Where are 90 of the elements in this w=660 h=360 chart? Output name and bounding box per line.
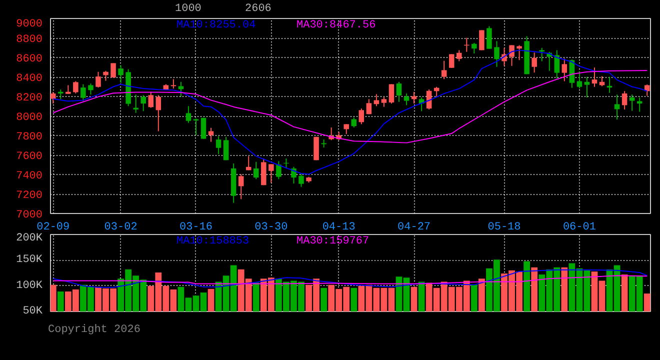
candlestick [276,160,282,180]
candlestick [254,161,259,180]
candlestick [539,47,544,62]
y-tick-label: 50K [22,306,43,318]
text: 1000 [175,2,202,17]
candlestick [58,88,64,100]
candlestick [456,50,462,62]
candlestick [516,44,522,61]
y-tick-label: 7200 [16,190,42,202]
text: 2606 [245,2,272,17]
candlestick [170,78,176,90]
candlestick [298,173,304,188]
y-tick-label: 9000 [16,18,42,30]
candlestick [486,26,492,50]
x-tick-label: 03-30 [254,222,288,234]
candlestick [344,124,349,135]
y-tick-label: 7800 [16,132,42,144]
candlestick [479,30,484,51]
candlestick [88,83,94,96]
candlestick [584,76,590,98]
x-tick-label: 06-01 [562,222,596,234]
text: MA10:158853 [176,236,250,248]
candlestick [73,80,78,94]
candlestick [133,94,138,114]
candlestick [509,44,514,66]
candlestick [261,158,266,186]
candlestick [208,127,214,142]
candlestick [223,136,229,161]
candlestick [148,91,154,108]
y-tick-label: 7400 [16,170,42,182]
candlestick [472,42,477,54]
candlestick [186,106,192,124]
x-tick-label: 02-09 [36,222,70,234]
candlestick [110,62,116,78]
y-tick-label: 8200 [16,92,42,104]
candlestick [374,94,380,107]
candlestick [246,156,252,171]
candlestick [193,118,199,136]
candlestick [216,136,222,155]
x-tick-label: 03-16 [179,222,212,234]
candlestick [614,94,620,120]
candlestick [80,84,86,102]
candlestick [532,52,537,74]
candlestick [636,96,642,112]
y-tick-label: 200K [16,232,43,244]
candlestick [366,98,372,115]
y-tick-label: 100K [16,280,43,292]
y-tick-label: 8600 [16,54,42,66]
candlestick [291,166,296,184]
candlestick [562,58,568,82]
y-tick-label: 150K [16,254,43,266]
text: MA30:8467.56 [296,20,376,32]
candlestick [404,92,410,106]
y-tick-label: 7000 [16,210,42,222]
candlestick [178,81,184,98]
candlestick [238,174,244,200]
candlestick [156,94,162,132]
x-tick-label: 04-27 [398,222,431,234]
candlestick [140,94,146,112]
candlestick [441,60,447,80]
candlestick [351,116,357,128]
y-tick-label: 8000 [16,112,42,124]
y-tick-label: 8800 [16,34,42,46]
candlestick [268,164,274,184]
candlestick [629,94,635,112]
candlestick [50,91,56,104]
x-tick-label: 03-02 [104,222,138,234]
candlestick [448,54,454,68]
candlestick [284,158,289,169]
candlestick [494,40,500,68]
candlestick [358,108,364,125]
candlestick [396,81,402,102]
candlestick [411,91,417,104]
candlestick [381,96,387,108]
text: Copyright 2026 [48,323,140,338]
y-tick-label: 8400 [16,73,42,85]
candlestick [576,70,582,90]
candlestick [96,71,101,88]
candlestick [622,90,628,110]
x-tick-label: 04-13 [322,222,356,234]
candlestick [103,70,108,82]
text: MA30:159767 [296,236,370,248]
y-tick-label: 7600 [16,151,42,163]
text: MA10:8255.04 [176,20,256,32]
x-tick-label: 05-18 [488,222,521,234]
candlestick [118,64,124,84]
candlestick [554,50,560,79]
candlestick [592,67,598,88]
candlestick [200,117,206,140]
candlestick [388,84,394,104]
